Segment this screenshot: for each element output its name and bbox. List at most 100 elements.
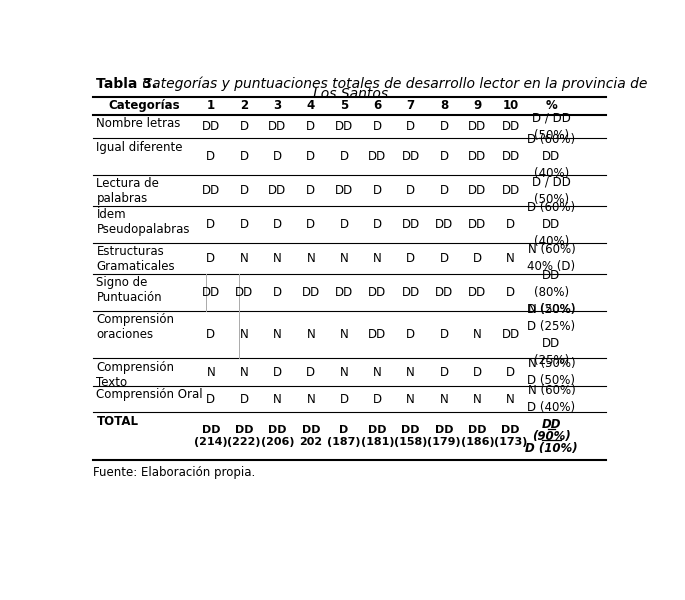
Text: N: N — [406, 393, 415, 406]
Text: N: N — [240, 328, 249, 341]
Text: DD
(206): DD (206) — [261, 425, 294, 448]
Text: Comprensión
oraciones: Comprensión oraciones — [97, 313, 175, 341]
Text: D: D — [206, 252, 215, 265]
Text: DD: DD — [269, 184, 286, 197]
Text: DD: DD — [469, 150, 486, 163]
Text: D: D — [406, 120, 415, 133]
Text: N: N — [506, 393, 515, 406]
Text: TOTAL: TOTAL — [97, 415, 138, 428]
Text: DD
202: DD 202 — [299, 425, 323, 448]
Text: D (60%)
DD
(40%): D (60%) DD (40%) — [527, 133, 575, 180]
Text: D / DD
(50%): D / DD (50%) — [532, 176, 571, 206]
Text: 7: 7 — [407, 100, 415, 112]
Text: Categorías: Categorías — [108, 100, 179, 112]
Text: N (60%)
40% (D): N (60%) 40% (D) — [527, 244, 575, 274]
Text: Ídem
Pseudopalabras: Ídem Pseudopalabras — [97, 208, 190, 236]
Text: D: D — [240, 184, 249, 197]
Text: D: D — [306, 120, 315, 133]
Text: N: N — [373, 252, 382, 265]
Text: D: D — [440, 366, 449, 379]
Text: DD
(179): DD (179) — [427, 425, 461, 448]
Text: N: N — [406, 366, 415, 379]
Text: D: D — [440, 184, 449, 197]
Text: D: D — [473, 252, 482, 265]
Text: D: D — [340, 393, 349, 406]
Text: D: D — [306, 218, 315, 231]
Text: DD: DD — [401, 150, 420, 163]
Text: %: % — [545, 100, 558, 112]
Text: DD: DD — [542, 418, 561, 431]
Text: Estructuras
Gramaticales: Estructuras Gramaticales — [97, 245, 175, 273]
Text: DD
(214): DD (214) — [194, 425, 227, 448]
Text: D: D — [306, 184, 315, 197]
Text: D: D — [440, 150, 449, 163]
Text: N: N — [273, 393, 282, 406]
Text: Comprensión Oral: Comprensión Oral — [97, 388, 203, 401]
Text: N: N — [340, 328, 349, 341]
Text: Fuente: Elaboración propia.: Fuente: Elaboración propia. — [93, 466, 256, 479]
Text: N: N — [473, 393, 482, 406]
Text: D: D — [273, 366, 282, 379]
Text: DD: DD — [469, 286, 486, 299]
Text: 1: 1 — [207, 100, 215, 112]
Text: 2: 2 — [240, 100, 248, 112]
Text: D: D — [506, 286, 515, 299]
Text: D (10%): D (10%) — [525, 442, 577, 455]
Text: D
(187): D (187) — [327, 425, 361, 448]
Text: D: D — [206, 218, 215, 231]
Text: DD: DD — [201, 120, 220, 133]
Text: D: D — [506, 218, 515, 231]
Text: N (60%)
D (40%): N (60%) D (40%) — [527, 384, 575, 414]
Text: D: D — [273, 150, 282, 163]
Text: D: D — [240, 120, 249, 133]
Text: N: N — [340, 252, 349, 265]
Text: Tabla 3.: Tabla 3. — [97, 77, 158, 91]
Text: DD: DD — [501, 150, 520, 163]
Text: DD: DD — [369, 328, 386, 341]
Text: DD: DD — [501, 328, 520, 341]
Text: DD: DD — [401, 286, 420, 299]
Text: DD: DD — [235, 286, 253, 299]
Text: D (60%)
DD
(40%): D (60%) DD (40%) — [527, 201, 575, 248]
Text: DD
(158): DD (158) — [394, 425, 427, 448]
Text: DD: DD — [301, 286, 320, 299]
Text: 9: 9 — [473, 100, 482, 112]
Text: DD: DD — [269, 120, 286, 133]
Text: N: N — [206, 366, 215, 379]
Text: 5: 5 — [340, 100, 348, 112]
Text: (90%): (90%) — [532, 430, 571, 443]
Text: N: N — [340, 366, 349, 379]
Text: DD
(181): DD (181) — [361, 425, 394, 448]
Text: N: N — [306, 393, 315, 406]
Text: D: D — [206, 150, 215, 163]
Text: D: D — [406, 252, 415, 265]
Text: D: D — [306, 150, 315, 163]
Text: D: D — [373, 184, 382, 197]
Text: D: D — [240, 150, 249, 163]
Text: D: D — [440, 328, 449, 341]
Text: Categorías y puntuaciones totales de desarrollo lector en la provincia de: Categorías y puntuaciones totales de des… — [138, 77, 647, 91]
Text: DD: DD — [335, 184, 353, 197]
Text: 6: 6 — [373, 100, 382, 112]
Text: D: D — [440, 252, 449, 265]
Text: DD
(173): DD (173) — [494, 425, 527, 448]
Text: DD: DD — [435, 218, 453, 231]
Text: DD
(80%)
D (20%): DD (80%) D (20%) — [527, 269, 575, 316]
Text: D: D — [206, 393, 215, 406]
Text: N: N — [273, 252, 282, 265]
Text: D: D — [240, 393, 249, 406]
Text: DD: DD — [501, 184, 520, 197]
Text: D: D — [373, 120, 382, 133]
Text: DD: DD — [335, 286, 353, 299]
Text: N (50%)
D (50%): N (50%) D (50%) — [527, 357, 575, 388]
Text: 4: 4 — [307, 100, 315, 112]
Text: Signo de
Puntuación: Signo de Puntuación — [97, 276, 162, 304]
Text: N: N — [506, 252, 515, 265]
Text: DD: DD — [201, 184, 220, 197]
Text: D: D — [240, 218, 249, 231]
Text: DD
(222): DD (222) — [227, 425, 261, 448]
Text: D: D — [506, 366, 515, 379]
Text: D: D — [473, 366, 482, 379]
Text: D: D — [373, 393, 382, 406]
Text: DD: DD — [469, 120, 486, 133]
